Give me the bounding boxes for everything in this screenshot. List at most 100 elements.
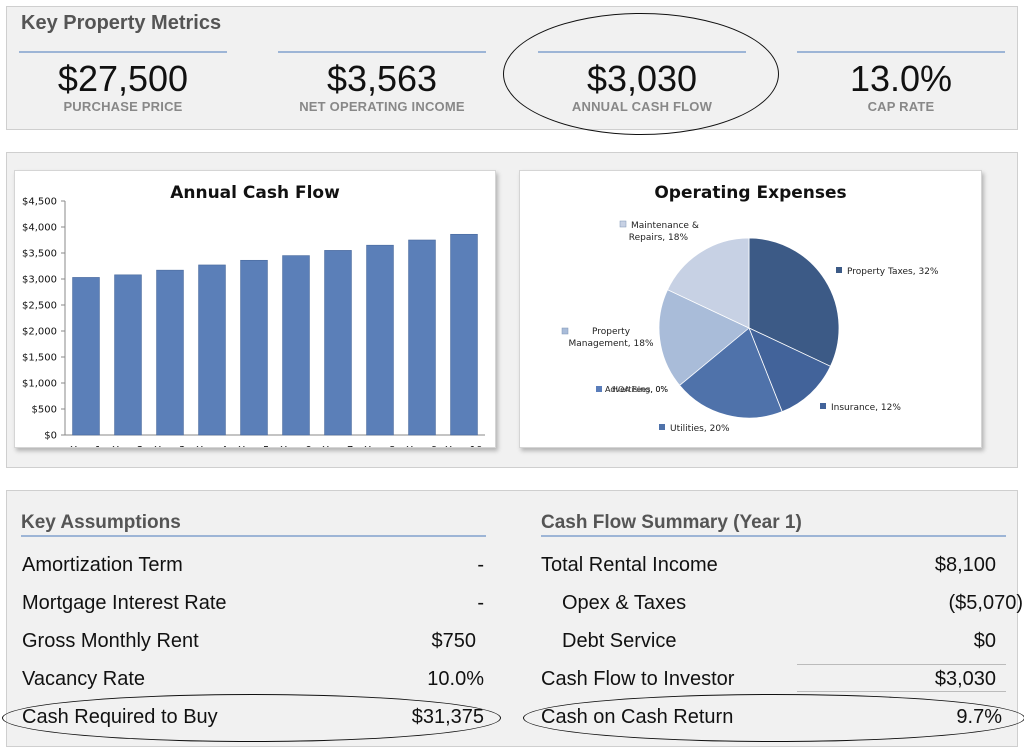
summary-total-rule [797,691,1006,692]
pie-slice [667,237,750,329]
assumption-label: Mortgage Interest Rate [22,592,227,614]
assumption-label: Gross Monthly Rent [22,630,199,652]
assumption-row: Mortgage Interest Rate - [22,592,484,622]
y-tick-label: $1,000 [22,379,57,390]
summary-row: Cash Flow to Investor $3,030 [541,668,996,698]
cash-flow-bar [156,269,184,436]
label-maintenance-line1: Maintenance & [631,221,699,231]
assumption-row: Amortization Term - [22,554,484,584]
pie-slice [748,237,840,367]
cash-flow-bar [324,250,352,436]
summary-row: Opex & Taxes ($5,070) [562,592,1023,622]
cash-flow-summary-rule [541,535,1006,537]
metric-rule [278,51,486,53]
annotation-ellipse-cash-required [2,694,501,742]
x-tick-label: Year 3 [154,445,186,447]
assumption-value: - [477,592,484,614]
bar-chart-plot: $0 $500 $1,000 $1,500 $2,000 $2,500 $3,000 $3,5… [22,197,485,447]
x-tick-label: Year 1 [70,445,102,447]
legend-key-maintenance [619,220,627,228]
purchase-price-label: PURCHASE PRICE [63,99,183,114]
label-advertising: Advertising, 0% [605,385,668,394]
cash-flow-bar [450,233,478,436]
y-tick-label: $4,500 [22,197,57,208]
legend-key-insurance [820,403,826,409]
pie-slice [748,327,831,413]
y-tick-label: $0 [44,431,57,442]
cash-flow-bar [72,277,100,436]
label-maintenance-line2: Repairs, 18% [629,233,689,243]
y-tick-label: $2,500 [22,301,57,312]
pie-slice [679,327,783,419]
x-tick-label: Year 5 [238,445,270,447]
x-tick-label: Year 7 [322,445,354,447]
cash-flow-bar [408,239,436,436]
legend-key-management [561,327,569,335]
assumption-value: 10.0% [427,668,484,690]
cap-rate-label: CAP RATE [867,99,935,114]
legend-key-utilities [659,424,665,430]
assumption-row: Vacancy Rate 10.0% [22,668,484,698]
y-tick-label: $4,000 [22,223,57,234]
label-management-line1: Property [592,327,631,337]
metric-net-operating-income: $3,563 NET OPERATING INCOME [278,51,486,114]
summary-row: Total Rental Income $8,100 [541,554,996,584]
key-assumptions-title: Key Assumptions [21,512,181,533]
summary-value: $3,030 [934,668,996,690]
summary-label: Cash Flow to Investor [541,668,735,690]
x-tick-label: Year 10 [444,445,482,447]
cash-flow-bar [282,255,310,436]
summary-value: $8,100 [934,554,996,576]
label-insurance: Insurance, 12% [831,403,901,413]
summary-label: Debt Service [562,630,677,652]
noi-label: NET OPERATING INCOME [299,99,465,114]
assumption-value: $750 [431,630,477,652]
cash-flow-bar [240,259,268,436]
pie-chart-plot: Maintenance & Repairs, 18% Property Taxe… [561,220,939,434]
charts-panel: Annual Cash Flow $0 $500 $1,000 $1,500 $2,00… [6,152,1018,468]
cap-rate-value: 13.0% [849,58,953,99]
y-tick-label: $3,000 [22,275,57,286]
summary-value: $0 [973,630,996,652]
legend-key-taxes [836,267,842,273]
x-tick-label: Year 8 [364,445,396,447]
cash-flow-bar [366,244,394,436]
assumptions-summary-panel: Key Assumptions Amortization Term - Mort… [2,490,1024,747]
cash-flow-bar [114,274,142,436]
x-tick-label: Year 2 [112,445,144,447]
summary-value: ($5,070) [948,592,1024,614]
cash-flow-bar [198,264,226,436]
assumption-label: Vacancy Rate [22,668,146,690]
annotation-ellipse-cash-flow [503,13,779,135]
x-tick-label: Year 9 [406,445,438,447]
x-tick-label: Year 4 [196,445,228,447]
y-tick-label: $3,500 [22,249,57,260]
summary-row: Debt Service $0 [562,630,996,660]
label-management-line2: Management, 18% [568,339,653,349]
assumption-row: Gross Monthly Rent $750 [22,630,476,660]
assumption-value: - [477,554,484,576]
x-tick-label: Year 6 [280,445,312,447]
key-metrics-panel: Key Property Metrics $27,500 PURCHASE PR… [6,6,1018,135]
pie-chart-title: Operating Expenses [654,183,847,203]
bar-chart-title: Annual Cash Flow [170,183,340,203]
summary-subtotal-rule [797,664,1006,665]
legend-key-advertising [596,386,602,392]
y-tick-label: $500 [32,405,57,416]
key-metrics-title: Key Property Metrics [21,12,222,34]
summary-label: Opex & Taxes [562,592,687,614]
summary-label: Total Rental Income [541,554,718,576]
label-hoa-fees: HOA Fees, 0% [612,385,669,394]
metric-cap-rate: 13.0% CAP RATE [797,51,1005,114]
noi-value: $3,563 [326,58,438,99]
purchase-price-value: $27,500 [57,58,189,99]
metric-rule [797,51,1005,53]
metric-purchase-price: $27,500 PURCHASE PRICE [19,51,227,114]
assumption-label: Amortization Term [22,554,183,576]
y-tick-label: $1,500 [22,353,57,364]
metric-rule [19,51,227,53]
pie-slice [658,289,750,386]
operating-expenses-chart: Operating Expenses Maintenance & Repairs… [519,170,982,448]
label-property-taxes: Property Taxes, 32% [847,267,939,277]
annual-cash-flow-chart: Annual Cash Flow $0 $500 $1,000 $1,500 $2,00… [14,170,496,448]
